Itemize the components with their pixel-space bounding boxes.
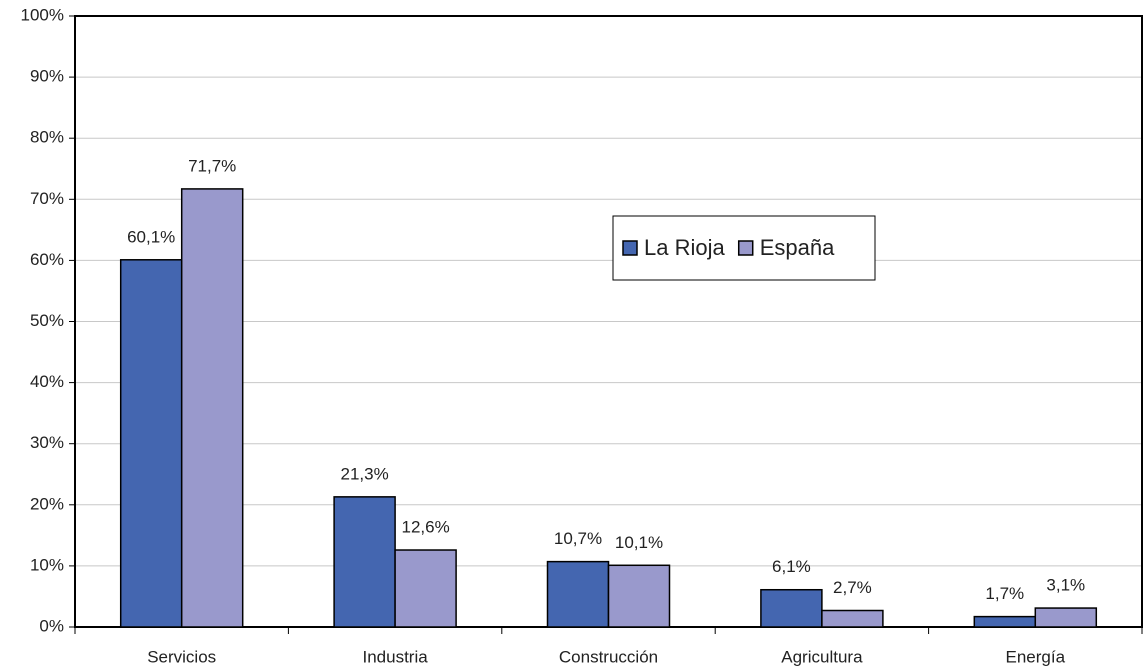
value-label: 60,1% [127,227,175,246]
value-label: 10,7% [554,529,602,548]
x-tick-label: Construcción [559,647,658,666]
x-tick-label: Energía [1006,647,1066,666]
legend-label: España [760,235,835,260]
bar [1034,607,1098,628]
bar [119,259,183,628]
value-label: 6,1% [772,557,811,576]
value-label: 71,7% [188,156,236,175]
bar [607,564,671,628]
y-tick-label: 10% [30,555,64,574]
value-label: 2,7% [833,578,872,597]
value-label: 21,3% [340,464,388,483]
y-tick-label: 90% [30,67,64,86]
x-tick-label: Industria [362,647,428,666]
y-tick-label: 70% [30,189,64,208]
value-label: 12,6% [401,517,449,536]
value-label: 3,1% [1046,576,1085,595]
bar [973,615,1037,628]
bar [821,609,884,628]
y-tick-label: 60% [30,250,64,269]
value-label: 1,7% [985,584,1024,603]
y-tick-label: 40% [30,372,64,391]
legend-swatch [622,240,638,256]
y-tick-label: 50% [30,311,64,330]
legend-swatch [737,240,754,256]
y-tick-label: 0% [39,616,64,635]
bar [760,588,823,628]
y-tick-label: 30% [30,433,64,452]
y-tick-label: 100% [21,5,64,24]
legend-label: La Rioja [644,235,725,260]
y-tick-label: 20% [30,494,64,513]
bar [394,549,457,628]
x-tick-label: Agricultura [781,647,863,666]
y-tick-label: 80% [30,128,64,147]
bar [180,188,244,628]
bar [546,560,610,628]
value-label: 10,1% [615,533,663,552]
x-tick-label: Servicios [147,647,216,666]
bar [333,496,396,628]
